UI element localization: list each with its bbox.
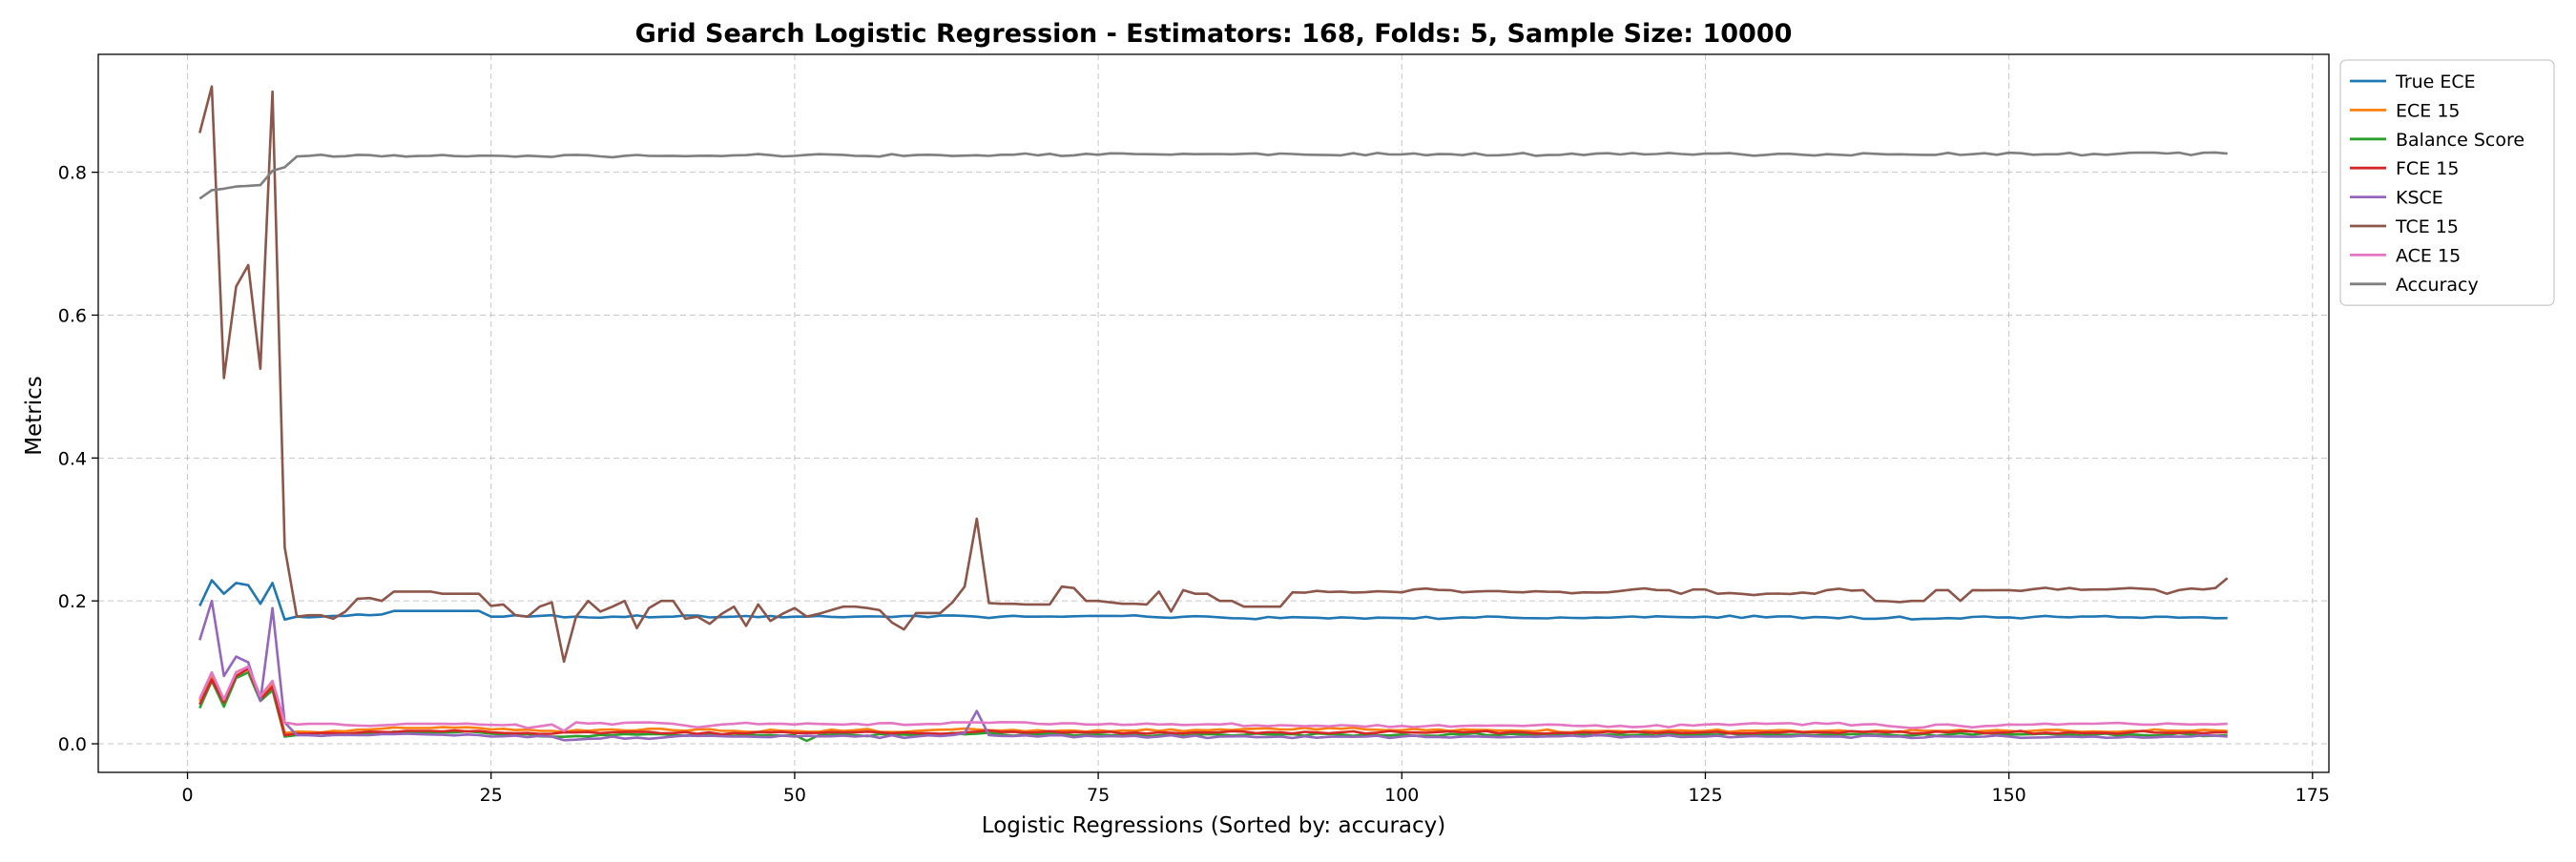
legend-label: Balance Score: [2396, 130, 2524, 151]
legend-label: ECE 15: [2396, 100, 2461, 121]
legend-label: Accuracy: [2396, 275, 2479, 296]
x-tick-label: 0: [181, 785, 193, 806]
x-tick-label: 100: [1384, 785, 1419, 806]
legend-label: TCE 15: [2395, 216, 2459, 237]
legend-label: FCE 15: [2396, 158, 2459, 179]
x-tick-label: 75: [1087, 785, 1110, 806]
series-line-true-ece: [198, 579, 2228, 621]
chart-title: Grid Search Logistic Regression - Estima…: [635, 19, 1793, 49]
y-tick-label: 0.6: [58, 305, 87, 326]
grid-lines: [98, 54, 2329, 772]
legend-box: [2339, 59, 2555, 306]
x-tick-label: 175: [2296, 785, 2330, 806]
y-tick-label: 0.8: [58, 163, 87, 184]
series-line-fce-15: [198, 667, 2228, 737]
plot-area-frame: [97, 53, 2330, 773]
x-tick-label: 150: [1992, 785, 2026, 806]
axis-ticks: 0 25 50 75 100 125 150 175 0.0 0.2 0.4 0.6 0.8: [58, 163, 2330, 806]
y-tick-label: 0.4: [58, 448, 87, 469]
x-tick-label: 50: [783, 785, 806, 806]
y-axis-label: Metrics: [22, 376, 47, 456]
legend-label: ACE 15: [2396, 245, 2461, 266]
x-axis-label: Logistic Regressions (Sorted by: accurac…: [982, 813, 1445, 838]
y-tick-label: 0.0: [58, 734, 87, 755]
series-line-tce-15: [198, 85, 2229, 664]
legend-label: KSCE: [2396, 188, 2443, 209]
x-tick-label: 25: [480, 785, 503, 806]
y-tick-label: 0.2: [58, 591, 87, 612]
legend-label: True ECE: [2395, 72, 2476, 92]
legend: True ECE ECE 15 Balance Score FCE 15 KSCE TCE…: [2339, 59, 2555, 306]
series-line-ksce: [198, 599, 2228, 742]
series-line-accuracy: [198, 151, 2228, 200]
series-line-ace-15: [198, 665, 2228, 732]
series-lines: [198, 85, 2229, 743]
x-tick-label: 125: [1688, 785, 1722, 806]
